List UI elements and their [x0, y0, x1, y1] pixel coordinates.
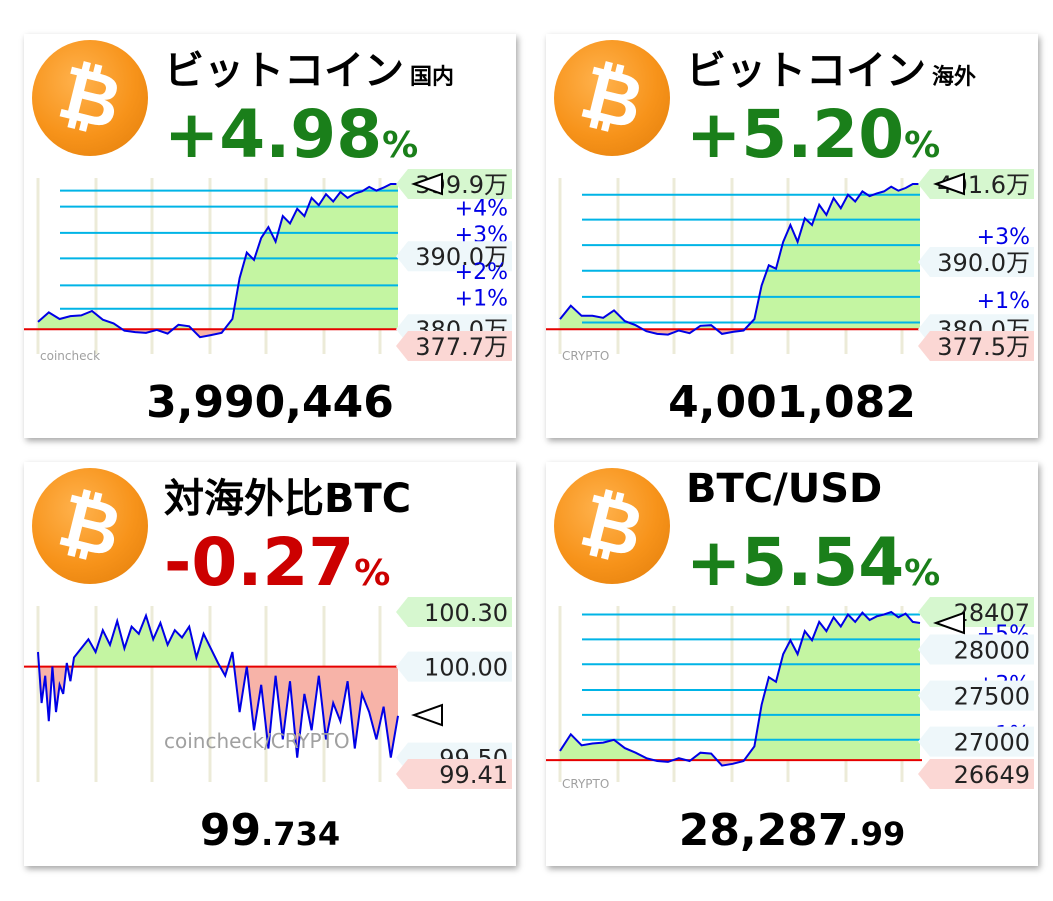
price-line — [37, 183, 398, 339]
panel-overseas-ratio: ₿ 対海外比BTC -0.27% coincheck/CRYPTO 100.30 1… — [24, 462, 516, 866]
price-label-text: +1% — [977, 289, 1030, 314]
current-marker-icon — [411, 172, 443, 196]
price-label: 377.5万 — [918, 331, 1034, 361]
price-label: 28000 — [918, 634, 1034, 665]
panel-bitcoin-domestic: ₿ ビットコイン 国内 +4.98% coincheck 399.9万 +4% +3% 3… — [24, 34, 516, 438]
price-label: 27000 — [918, 726, 1034, 757]
price-label-text: +3% — [977, 225, 1030, 250]
price-label-text: 28407 — [954, 599, 1030, 627]
price-label-text: 377.5万 — [937, 333, 1030, 361]
price-label-text: 26649 — [954, 761, 1030, 789]
price-label-text: 99.41 — [439, 761, 508, 789]
price-label: 390.0万 — [396, 241, 512, 272]
price-label: +2% — [455, 260, 508, 285]
current-price: 28,287.99 — [678, 805, 906, 856]
change-percent: +4.98% — [164, 96, 419, 173]
bitcoin-coin-icon: ₿ — [554, 40, 670, 156]
price-label-text: +2% — [455, 260, 508, 285]
panel-title: 対海外比BTC — [164, 476, 412, 522]
price-line — [37, 612, 399, 758]
panel-title-sub: 海外 — [932, 65, 977, 90]
price-label-text: +1% — [455, 286, 508, 311]
change-percent: +5.54% — [686, 524, 941, 601]
price-label-text: 27000 — [954, 729, 1030, 757]
price-line — [559, 610, 921, 767]
price-label: 27500 — [918, 680, 1034, 711]
price-label: 100.00 — [396, 651, 512, 682]
current-marker-icon — [933, 172, 965, 196]
price-label: +1% — [977, 289, 1030, 314]
current-price: 4,001,082 — [668, 377, 916, 428]
price-label-text: 390.0万 — [415, 243, 508, 271]
watermark: CRYPTO — [562, 349, 609, 363]
area-fill-up — [38, 184, 398, 330]
current-marker-icon — [933, 611, 965, 635]
price-label: 100.30 — [396, 597, 512, 627]
panel-title: ビットコイン 国内 — [164, 48, 455, 94]
price-line — [559, 183, 920, 336]
change-percent: -0.27% — [164, 524, 391, 601]
price-label: 377.7万 — [396, 331, 512, 361]
area-fill-down — [38, 666, 398, 758]
watermark: coincheck/CRYPTO — [164, 729, 350, 753]
price-label-text: +4% — [455, 197, 508, 222]
bitcoin-coin-icon: ₿ — [32, 468, 148, 584]
price-label: 99.41 — [396, 759, 512, 789]
bitcoin-coin-icon: ₿ — [32, 40, 148, 156]
bitcoin-coin-icon: ₿ — [554, 468, 670, 584]
price-label-text: 390.0万 — [937, 249, 1030, 277]
change-percent: +5.20% — [686, 96, 941, 173]
panel-btc-usd: ₿ BTC/USD +5.54% CRYPTO28407+5%28000+3%2… — [546, 462, 1038, 866]
area-fill-up — [560, 612, 920, 761]
price-label-text: 100.30 — [424, 599, 508, 627]
price-label-text: 28000 — [954, 637, 1030, 665]
price-label: 399.9万 — [396, 169, 512, 199]
price-chart: coincheck399.9万+4%+3%390.0万+2%+1%380.0万3… — [24, 169, 512, 363]
panel-bitcoin-overseas: ₿ ビットコイン 海外 +5.20% CRYPTO 401.6万 +3% 390.0万 +… — [546, 34, 1038, 438]
price-label: +1% — [455, 286, 508, 311]
price-label-text: 377.7万 — [415, 333, 508, 361]
price-label: 28407 — [918, 597, 1034, 627]
price-label: +4% — [455, 197, 508, 222]
watermark: coincheck — [40, 349, 100, 363]
current-marker-icon — [411, 703, 443, 727]
current-price: 99.734 — [199, 805, 341, 856]
panel-title-sub: 国内 — [410, 65, 455, 90]
price-label: +3% — [977, 225, 1030, 250]
price-label-text: 100.00 — [424, 654, 508, 682]
panel-title: BTC/USD — [686, 466, 883, 512]
watermark: CRYPTO — [562, 777, 609, 791]
price-label-text: 27500 — [954, 683, 1030, 711]
area-fill-up — [560, 184, 920, 330]
current-price: 3,990,446 — [146, 377, 394, 428]
price-label: 26649 — [918, 759, 1034, 789]
price-label: 390.0万 — [918, 246, 1034, 277]
panel-title: ビットコイン 海外 — [686, 48, 977, 94]
